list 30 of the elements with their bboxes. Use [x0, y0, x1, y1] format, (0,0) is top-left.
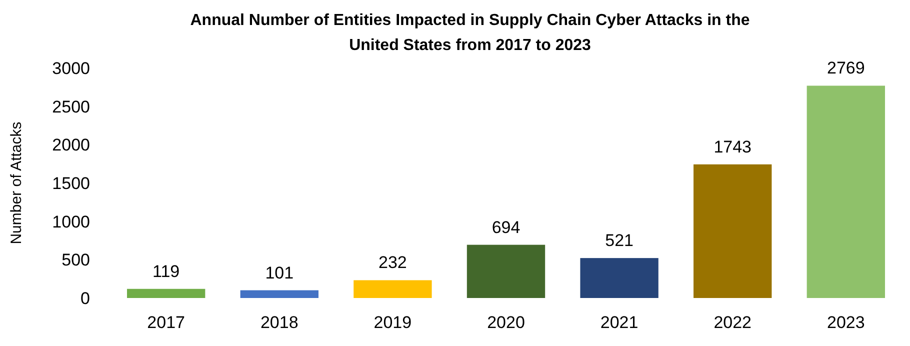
chart-title: Annual Number of Entities Impacted in Supply Chain Cyber Attacks in the United States from 2017 to 2023: [190, 12, 750, 54]
x-tick-label: 2018: [260, 313, 298, 332]
data-label: 1743: [714, 137, 752, 156]
bar: [240, 290, 318, 298]
y-tick-label: 1000: [52, 212, 90, 232]
y-tick-label: 3000: [52, 58, 90, 78]
x-tick-label: 2021: [600, 313, 638, 332]
bar: [806, 86, 886, 298]
bar: [580, 258, 658, 298]
x-tick-label: 2017: [147, 313, 185, 332]
y-tick-label: 500: [62, 250, 90, 270]
data-label: 232: [378, 253, 407, 272]
data-label: 694: [492, 218, 520, 237]
x-tick-label: 2020: [487, 313, 525, 332]
x-tick-label: 2019: [374, 313, 412, 332]
data-label: 119: [152, 262, 180, 281]
y-tick-label: 2000: [52, 136, 90, 155]
bar: [694, 164, 772, 298]
y-tick-label: 1500: [52, 174, 90, 193]
data-label: 2769: [827, 58, 865, 78]
x-tick-label: 2022: [714, 313, 752, 332]
bar: [466, 244, 546, 298]
bar: [354, 280, 432, 298]
y-tick-label: 2500: [52, 97, 90, 116]
y-axis-title: Number of Attacks: [8, 122, 25, 244]
bar: [126, 288, 206, 298]
data-label: 521: [605, 231, 634, 250]
y-tick-label: 0: [80, 288, 90, 308]
data-label: 101: [265, 263, 294, 282]
x-tick-label: 2023: [827, 313, 865, 332]
